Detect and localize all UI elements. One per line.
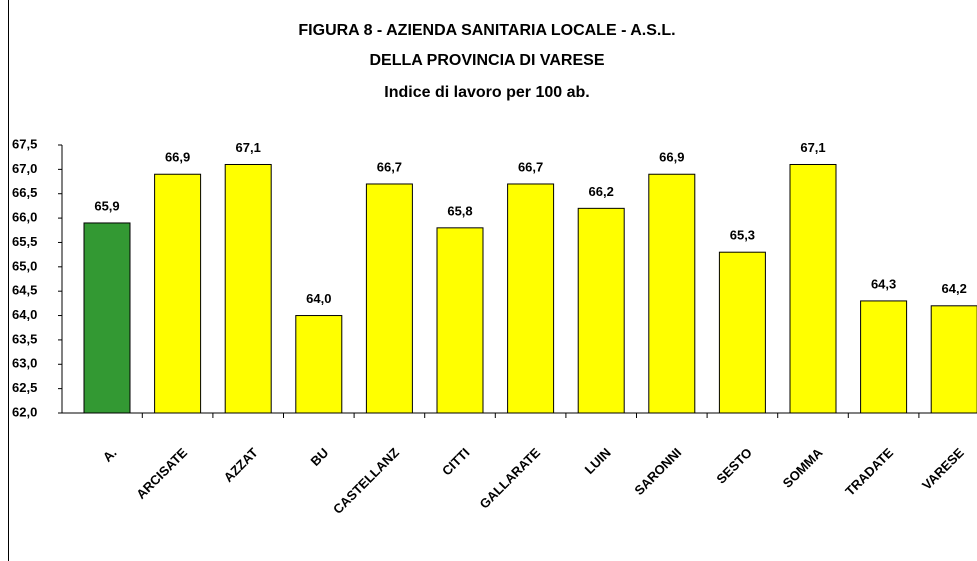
x-tick-label: SOMMA [780, 445, 826, 491]
y-tick-label: 62,5 [12, 380, 37, 395]
x-tick-label: VARESE [919, 445, 967, 493]
y-tick-label: 63,0 [12, 356, 37, 371]
chart-subtitle: Indice di lavoro per 100 ab. [384, 84, 589, 101]
x-tick-label: TRADATE [842, 445, 896, 499]
x-tick-label: CASTELLANZ [330, 445, 402, 517]
value-label: 67,1 [236, 140, 261, 155]
bar [507, 183, 555, 414]
value-label: 64,2 [942, 281, 967, 296]
x-tick-label: LUIN [582, 445, 614, 477]
value-label: 64,3 [871, 276, 896, 291]
value-label: 66,2 [589, 184, 614, 199]
value-label: 64,0 [306, 291, 331, 306]
bar [930, 305, 977, 414]
y-tick-label: 66,5 [12, 185, 37, 200]
y-tick-label: 65,0 [12, 258, 37, 273]
bar [577, 207, 625, 414]
x-tick-label: BU [307, 445, 331, 469]
x-tick-label: A. [100, 445, 120, 465]
y-tick-label: 64,5 [12, 283, 37, 298]
x-tick-label: CITTI [439, 445, 473, 479]
y-tick-label: 65,5 [12, 234, 37, 249]
value-label: 66,7 [518, 159, 543, 174]
bar [154, 173, 202, 414]
value-label: 66,9 [165, 150, 190, 165]
y-tick-label: 64,0 [12, 307, 37, 322]
bar [789, 163, 837, 414]
bar [860, 300, 908, 414]
x-tick-label: ARCISATE [133, 445, 190, 502]
x-tick-label: GALLARATE [477, 445, 544, 512]
chart-title: DELLA PROVINCIA DI VARESE [370, 52, 605, 69]
y-tick-label: 66,0 [12, 210, 37, 225]
value-label: 65,8 [447, 203, 472, 218]
value-label: 67,1 [800, 140, 825, 155]
bar [224, 163, 272, 414]
bar [648, 173, 696, 414]
bar [436, 227, 484, 414]
value-label: 65,9 [94, 198, 119, 213]
bar [365, 183, 413, 414]
y-tick-label: 63,5 [12, 331, 37, 346]
x-tick-label: AZZAT [221, 445, 261, 485]
value-label: 66,9 [659, 150, 684, 165]
y-tick-label: 67,5 [12, 136, 37, 151]
value-label: 66,7 [377, 159, 402, 174]
bar [83, 222, 131, 414]
x-tick-label: SESTO [713, 445, 755, 487]
y-tick-label: 67,0 [12, 161, 37, 176]
y-tick-label: 62,0 [12, 404, 37, 419]
chart-title: FIGURA 8 - AZIENDA SANITARIA LOCALE - A.… [298, 22, 675, 39]
x-tick-label: SARONNI [631, 445, 684, 498]
bar [295, 315, 343, 414]
value-label: 65,3 [730, 228, 755, 243]
bar [718, 251, 766, 414]
